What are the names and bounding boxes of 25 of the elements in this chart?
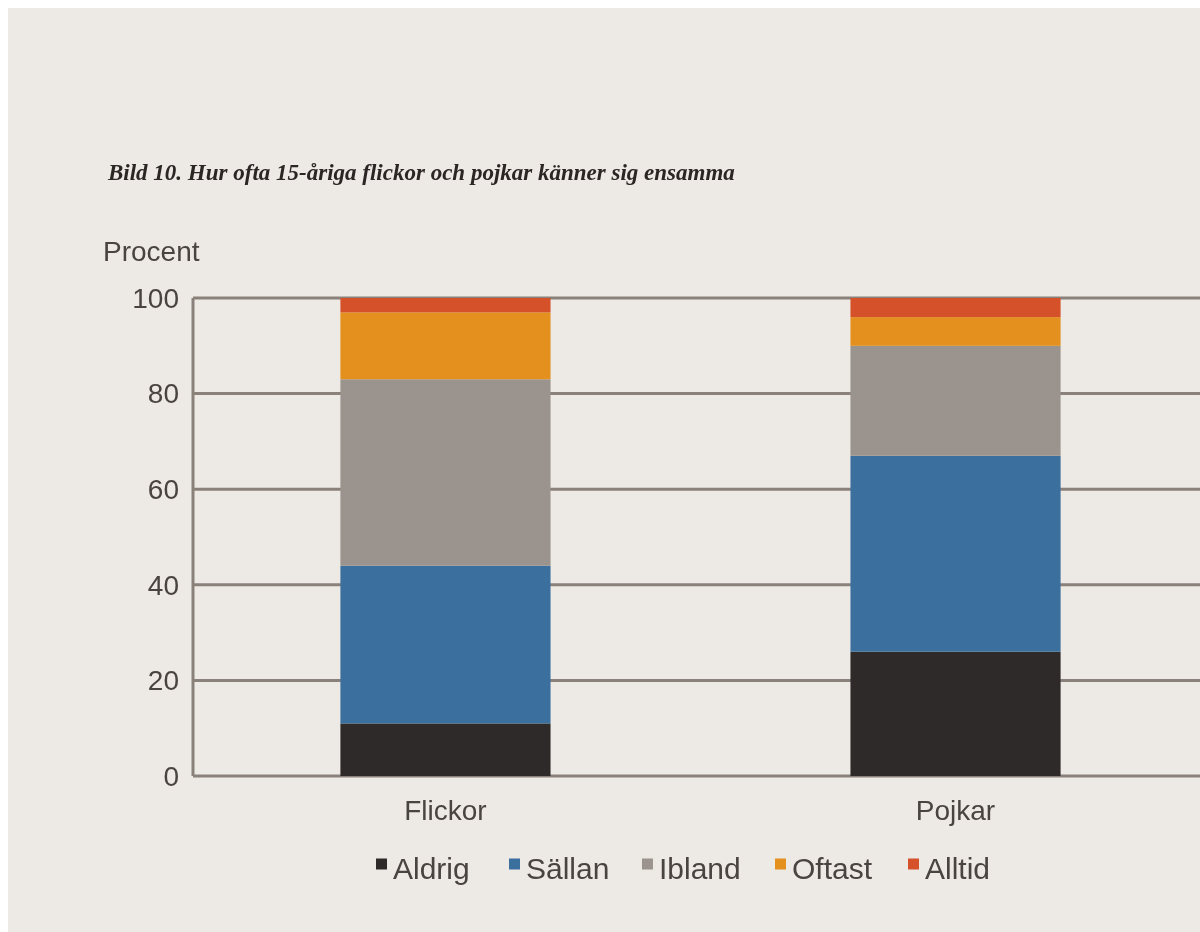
bar [340,723,551,776]
bar [340,379,551,566]
y-tick-label: 20 [147,665,179,697]
bar [850,455,1061,652]
legend-label: Alltid [925,851,991,885]
legend-label: Aldrig [393,851,470,885]
legend-label: Ibland [659,851,741,885]
legend-label: Sällan [526,851,610,885]
y-tick-label: 100 [132,282,179,314]
y-axis-title: Procent [103,236,200,267]
bar [850,298,1061,318]
bar [850,651,1061,776]
y-tick-label: 60 [147,474,179,505]
bar [850,345,1061,456]
y-tick-label: 0 [163,760,179,792]
chart-title: Bild 10. Hur ofta 15-åriga flickor och pojkar känner sig ensamma [107,160,735,185]
x-tick-label: Flickor [404,795,487,826]
legend-label: Oftast [792,851,873,885]
y-tick-label: 40 [147,569,179,601]
bar [340,312,551,380]
x-tick-label: Pojkar [915,795,996,826]
bar [850,317,1061,346]
bar [340,298,551,313]
y-tick-label: 80 [147,378,179,410]
bar [340,565,551,724]
